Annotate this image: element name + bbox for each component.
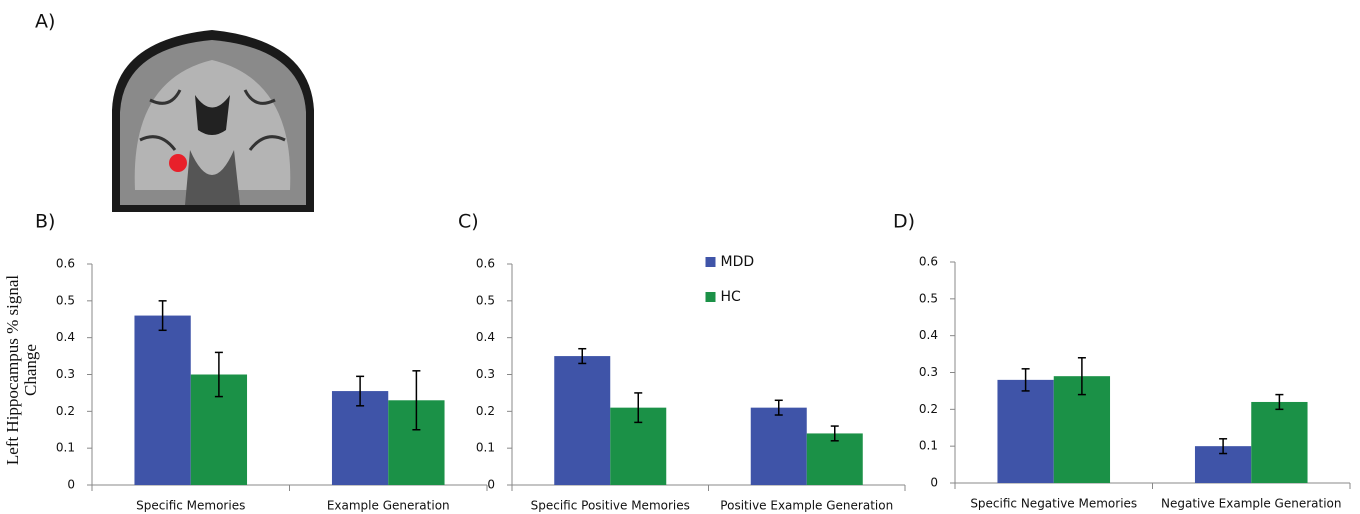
panel-label: C) — [458, 211, 479, 233]
y-tick-label: 0.1 — [476, 441, 495, 455]
chart: A) B) 0 0.1 0.2 0.3 0.4 0.5 0.6 Specific Memorie… — [0, 0, 1360, 514]
y-tick-label: 0.6 — [56, 257, 75, 271]
y-tick-label: 0.4 — [919, 328, 938, 342]
x-tick-label: Specific Negative Memories — [970, 497, 1137, 511]
y-tick-label: 0.6 — [476, 257, 495, 271]
y-tick-label: 0.6 — [919, 255, 938, 269]
y-axis-label: Left Hippocampus % signal Change — [4, 250, 40, 490]
bar — [134, 316, 190, 485]
y-tick-label: 0.2 — [56, 404, 75, 418]
y-tick-label: 0.2 — [919, 402, 938, 416]
x-tick-label: Example Generation — [327, 499, 450, 513]
x-tick-label: Specific Memories — [136, 499, 245, 513]
bar — [1251, 402, 1307, 483]
bar — [751, 408, 807, 485]
panel-label: A) — [35, 11, 55, 33]
y-tick-label: 0.2 — [476, 404, 495, 418]
bar — [997, 380, 1053, 483]
legend-label: HC — [721, 289, 742, 305]
legend-swatch — [706, 292, 716, 302]
y-tick-label: 0.4 — [56, 330, 75, 344]
legend-swatch — [706, 257, 716, 267]
x-tick-label: Positive Example Generation — [720, 499, 893, 513]
x-tick-label: Negative Example Generation — [1161, 497, 1342, 511]
figure: A) B) 0 0.1 0.2 0.3 0.4 0.5 0.6 Specific Memorie… — [0, 0, 1360, 514]
y-tick-label: 0.3 — [476, 367, 495, 381]
x-tick-label: Specific Positive Memories — [531, 499, 690, 513]
bar — [554, 356, 610, 485]
y-tick-label: 0.1 — [919, 439, 938, 453]
y-tick-label: 0 — [67, 478, 75, 492]
y-tick-label: 0.1 — [56, 441, 75, 455]
y-tick-label: 0.3 — [919, 365, 938, 379]
y-tick-label: 0 — [930, 476, 938, 490]
y-tick-label: 0.5 — [56, 293, 75, 307]
y-tick-label: 0.5 — [476, 293, 495, 307]
panel-label: D) — [893, 211, 915, 233]
panel-label: B) — [35, 211, 55, 233]
y-tick-label: 0.4 — [476, 330, 495, 344]
y-tick-label: 0.5 — [919, 291, 938, 305]
y-tick-label: 0.3 — [56, 367, 75, 381]
legend-label: MDD — [721, 254, 755, 270]
brain-image — [108, 28, 316, 214]
y-tick-label: 0 — [487, 478, 495, 492]
